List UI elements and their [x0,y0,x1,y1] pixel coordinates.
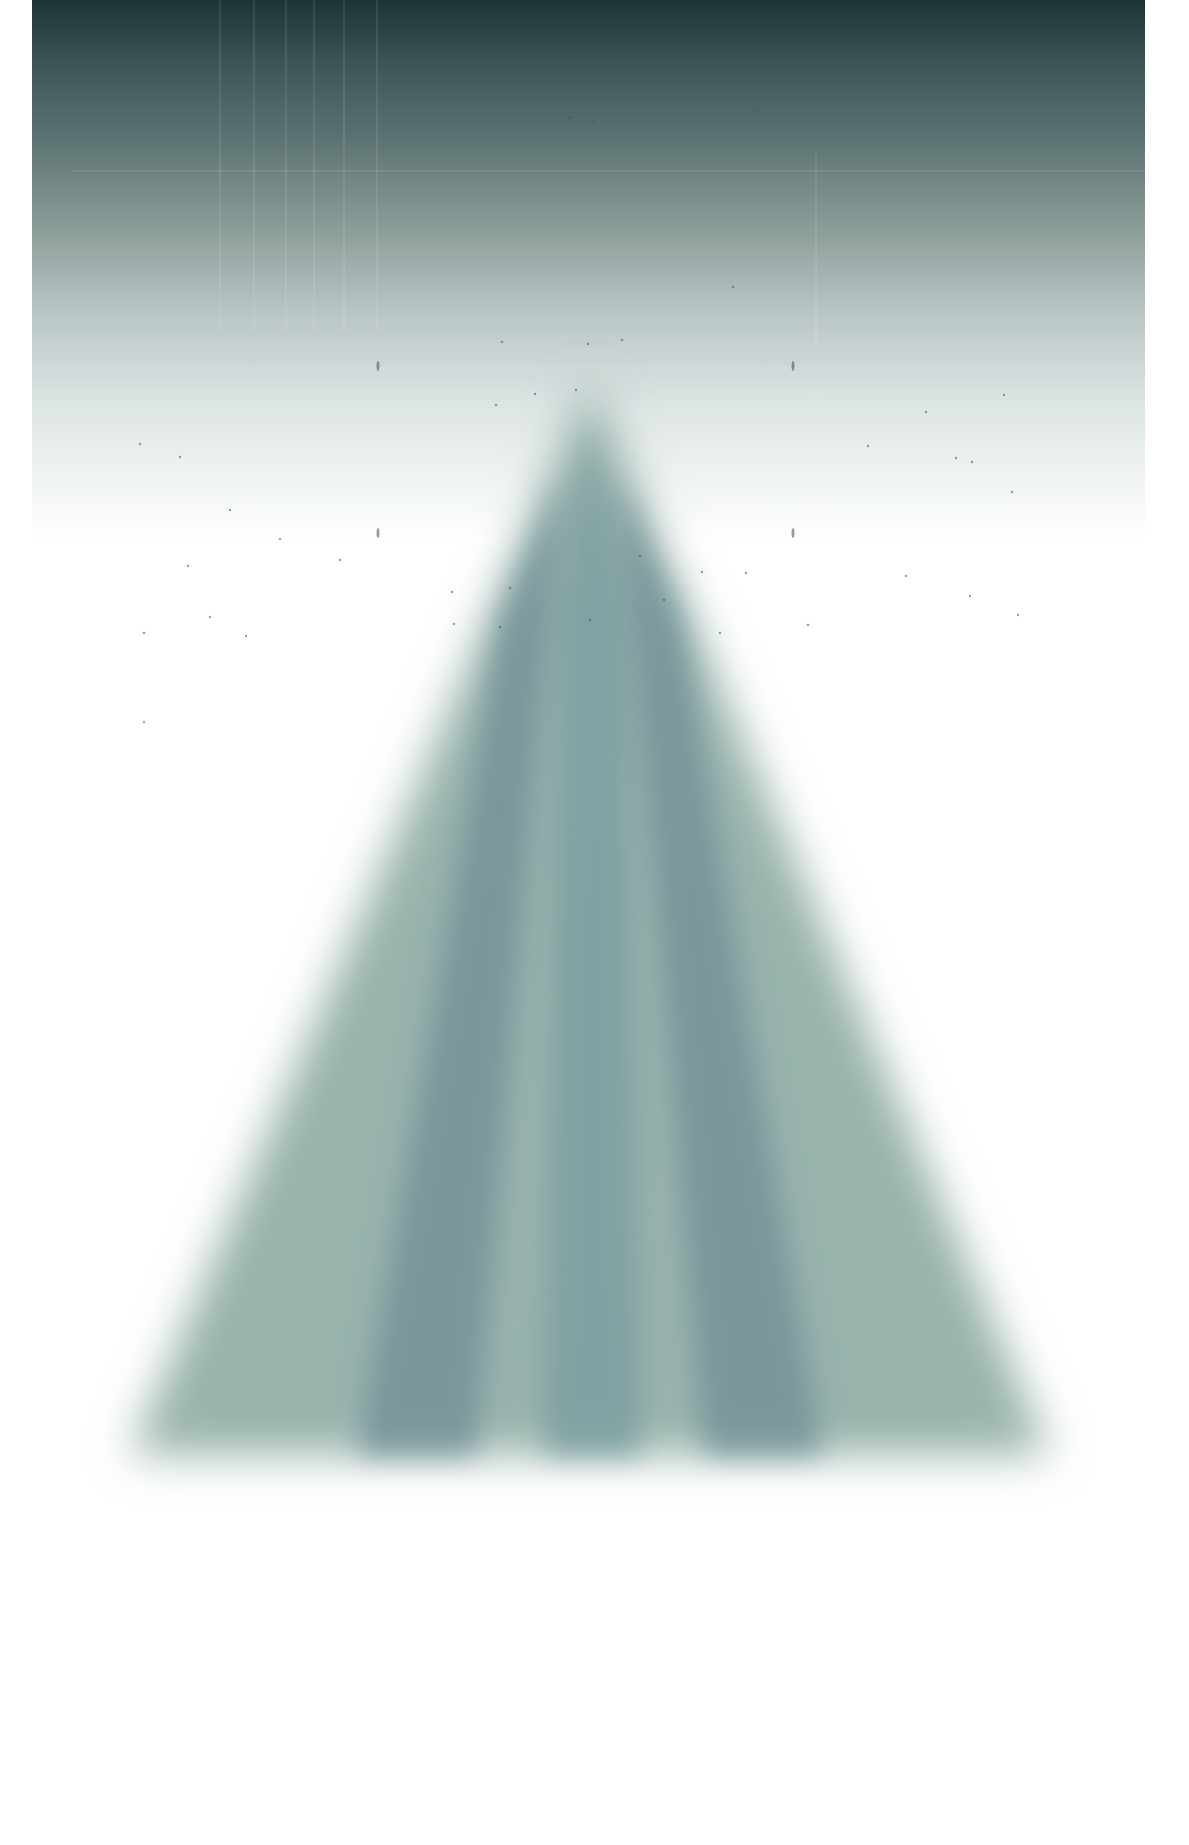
speck [588,618,592,622]
speck [791,528,795,538]
speck [500,340,504,344]
speck [508,586,512,590]
speck [806,623,810,627]
speck [756,110,760,114]
speck [620,338,624,342]
speck [376,528,380,538]
speck [1002,393,1006,397]
speck [376,361,380,371]
speck [178,455,182,459]
speck [970,460,974,464]
speck [450,590,454,594]
speck [718,631,722,635]
speck [924,410,928,414]
speck [142,631,146,635]
speck [452,622,456,626]
speck [662,598,666,602]
speck [731,285,735,289]
speck [954,456,958,460]
speck [1016,613,1020,617]
speck [586,342,590,346]
speck [278,537,282,541]
speck [142,720,146,724]
speck [904,574,908,578]
speck [208,615,212,619]
pyramid-center-band [545,420,640,1455]
speck [533,392,537,396]
speck [1010,490,1014,494]
speck [338,558,342,562]
speck [866,444,870,448]
speck [244,634,248,638]
speck [968,594,972,598]
speck [228,508,232,512]
speck [700,570,704,574]
speck [574,388,578,392]
speck [638,554,642,558]
speck [791,361,795,371]
speck [186,564,190,568]
speck [494,403,498,407]
pyramid-right-dark-band [615,470,822,1455]
speck [568,116,572,120]
speck [744,571,748,575]
speck [138,442,142,446]
speck [498,625,502,629]
speck [592,120,596,124]
pyramid-left-dark-band [358,470,565,1455]
